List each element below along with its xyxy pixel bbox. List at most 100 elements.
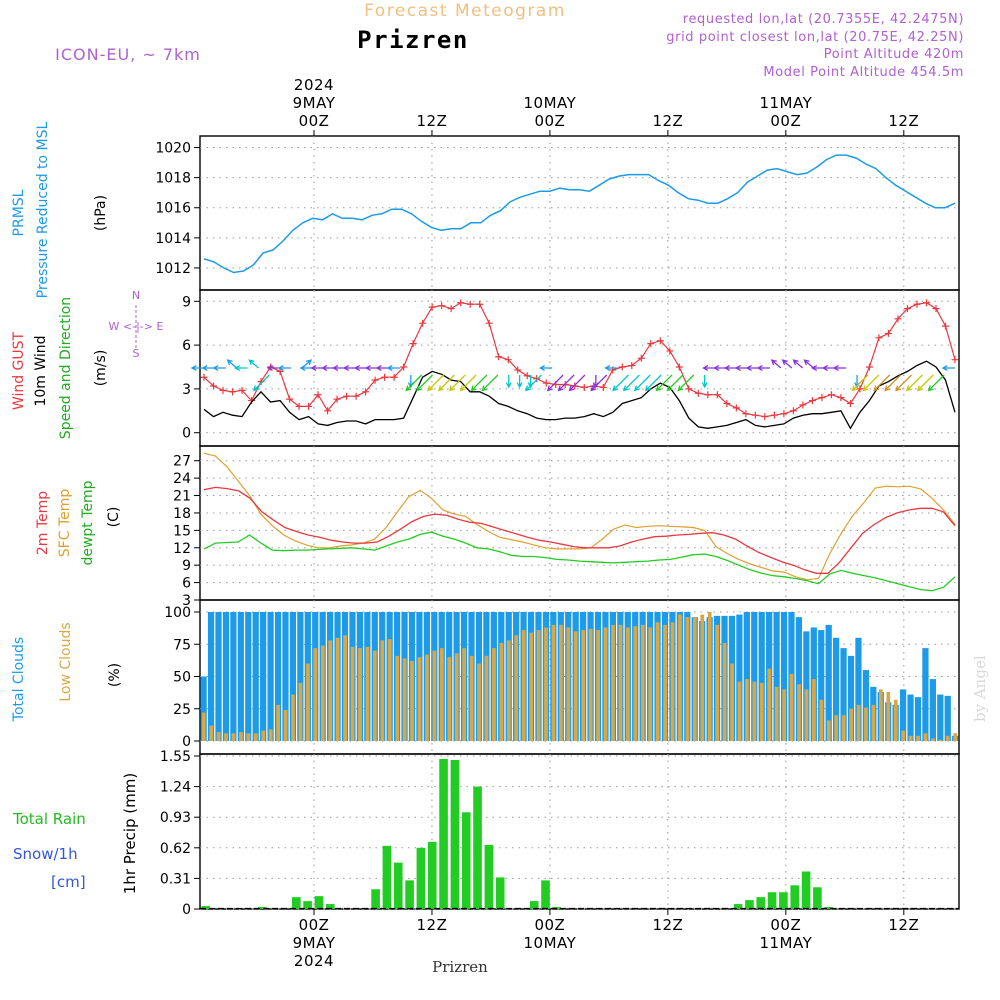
low-cloud-bar: [722, 642, 727, 741]
rain-bar: [790, 885, 800, 909]
low-cloud-bar: [633, 626, 638, 741]
y-tick-label: 0.31: [160, 871, 191, 887]
forecast-title: Forecast Meteogram: [364, 1, 566, 21]
rain-bar: [473, 786, 482, 909]
low-cloud-bar: [447, 657, 452, 741]
y-tick-label: 1020: [155, 141, 191, 157]
low-cloud-bar: [454, 653, 459, 741]
gust-marker: [457, 299, 465, 307]
low-cloud-bar: [276, 704, 280, 741]
low-cloud-bar: [231, 733, 236, 741]
panel-pressure: 1012 1014 1016 1018 1020 PRMSL Pressure Reduce…: [11, 121, 960, 298]
gust-marker: [951, 356, 959, 364]
pressure-label-short: PRMSL: [11, 189, 27, 236]
gust-marker: [694, 389, 702, 397]
low-cloud-bar: [670, 622, 675, 741]
low-cloud-bar: [410, 661, 414, 741]
wind-arrow: [427, 374, 444, 392]
gust-marker: [229, 388, 237, 396]
rain-bar: [314, 896, 324, 909]
gust-marker: [884, 329, 892, 337]
low-cloud-bar: [618, 624, 623, 741]
gust-marker: [789, 407, 797, 415]
gust-marker: [419, 319, 427, 327]
low-cloud-bar: [752, 681, 757, 741]
low-cloud-bar: [380, 640, 385, 741]
gust-marker: [447, 305, 455, 313]
y-tick-label: 6: [182, 338, 191, 354]
low-cloud-bar: [358, 648, 362, 741]
credit-watermark: by Angel: [971, 655, 989, 722]
gust-marker: [476, 300, 484, 308]
low-cloud-bar: [745, 679, 749, 741]
panel-frame: [199, 753, 960, 910]
rain-bar: [382, 845, 392, 909]
low-cloud-bar: [432, 650, 437, 741]
time-label-bottom: 12Z: [652, 916, 683, 934]
pressure-label-long: Pressure Reduced to MSL: [35, 121, 51, 298]
total-cloud-bar: [260, 612, 267, 741]
total-cloud-bar: [773, 612, 780, 741]
low-cloud-bar: [804, 689, 809, 741]
low-cloud-bar: [268, 729, 273, 741]
rain-bar: [427, 841, 437, 909]
low-cloud-bar: [700, 614, 705, 741]
total-cloud-bar: [230, 612, 237, 741]
rain-bar: [291, 897, 301, 909]
gust-marker: [704, 391, 712, 399]
wind-arrow: [701, 375, 708, 389]
total-cloud-bar: [944, 695, 951, 741]
gust-marker: [761, 413, 769, 421]
total-cloud-bar: [758, 612, 765, 741]
gust-marker: [818, 394, 826, 402]
gust-marker: [200, 373, 208, 381]
y-tick-label: 1018: [155, 171, 191, 187]
y-tick-label: 0: [182, 734, 191, 750]
low-cloud-bar: [737, 681, 742, 741]
wind-arrow: [437, 374, 455, 392]
time-label-top: 00Z: [534, 112, 565, 130]
model-label: ICON-EU, ~ 7km: [55, 45, 201, 64]
wind-arrow: [505, 375, 512, 389]
low-cloud-bar: [573, 631, 578, 741]
low-cloud-bar: [826, 720, 831, 741]
wind-arrow: [604, 365, 618, 371]
low-cloud-bar: [849, 708, 853, 741]
low-cloud-bar: [678, 614, 682, 741]
total-cloud-bar: [833, 637, 840, 741]
low-cloud-bar: [953, 733, 958, 741]
low-cloud-bar: [916, 735, 920, 741]
total-cloud-bar: [840, 648, 847, 741]
time-label-bottom: 9MAY: [293, 934, 336, 952]
time-label-bottom: 2024: [294, 952, 334, 970]
wind-arrow: [568, 374, 586, 392]
time-label-bottom: 00Z: [534, 916, 565, 934]
temp-unit: (C): [106, 507, 122, 528]
rain-bar: [779, 892, 788, 909]
low-cloud-bar: [239, 731, 243, 741]
wind-arrow: [916, 374, 934, 392]
total-cloud-bar: [736, 614, 743, 741]
low-cloud-bar: [759, 682, 764, 741]
low-cloud-bar: [373, 650, 377, 741]
panel-clouds: 0 25 50 75 100 Total Clouds Low Clouds (%): [11, 599, 960, 755]
low-cloud-bar: [514, 635, 519, 741]
wind-arrow: [448, 374, 466, 392]
wind-arrow: [756, 365, 770, 371]
low-cloud-bar: [536, 630, 541, 741]
rain-bar: [439, 758, 448, 909]
y-tick-label: 1012: [155, 261, 191, 277]
gust-marker: [381, 373, 389, 381]
wind-arrow: [623, 374, 640, 392]
low-cloud-bar: [908, 735, 913, 741]
gust-marker: [875, 334, 883, 342]
rain-bar: [371, 889, 380, 909]
panels-layer: 1012 1014 1016 1018 1020 PRMSL Pressure Reduce…: [11, 76, 960, 970]
gust-marker: [770, 411, 778, 419]
gust-marker: [894, 315, 902, 323]
y-tick-label: 24: [173, 471, 191, 487]
total-cloud-bar: [803, 631, 810, 741]
gust-marker: [932, 305, 940, 313]
gust-marker: [732, 404, 740, 412]
